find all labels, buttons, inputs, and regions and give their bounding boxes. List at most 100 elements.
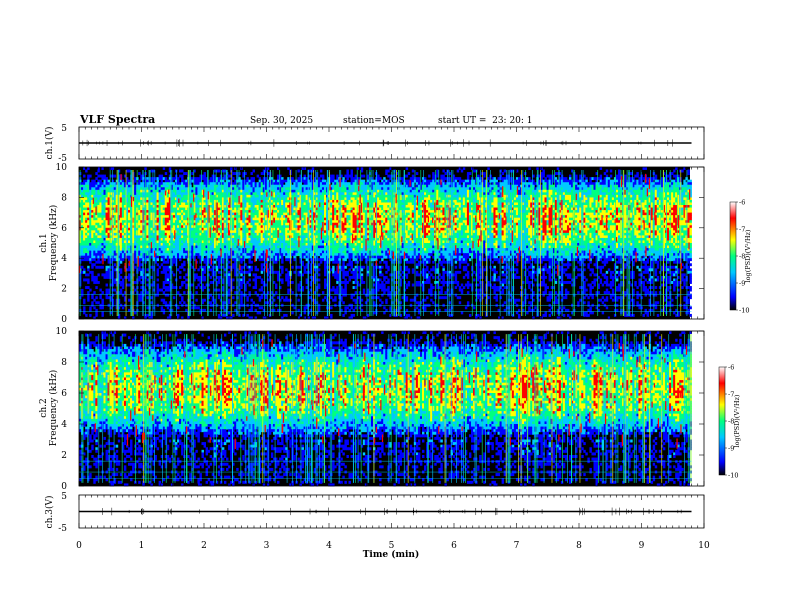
spectrogram-cell	[215, 225, 219, 229]
spectrogram-cell	[195, 250, 198, 254]
spectrogram-cell	[185, 283, 188, 287]
spectrogram-cell	[240, 182, 243, 186]
spectrogram-cell	[217, 179, 221, 183]
spectrogram-cell	[213, 260, 217, 264]
spectrogram-cell	[99, 192, 102, 196]
spectrogram-cell	[123, 240, 127, 244]
spectrogram-cell	[281, 265, 284, 269]
spectrogram-cell	[101, 227, 104, 231]
spectrogram-cell	[203, 230, 206, 234]
spectrogram-cell	[285, 296, 288, 300]
spectrogram-cell	[242, 248, 245, 251]
spectrogram-cell	[207, 215, 211, 219]
spectrogram-cell	[201, 258, 204, 262]
spectrogram-cell	[203, 207, 206, 211]
spectrogram-cell	[164, 230, 168, 234]
spectrogram-cell	[197, 205, 200, 208]
spectrogram-cell	[125, 202, 129, 206]
spectrogram-cell	[107, 240, 111, 244]
spectrogram-cell	[221, 313, 225, 317]
spectrogram-cell	[95, 281, 98, 284]
spectrogram-cell	[146, 243, 149, 246]
spectrogram-cell	[179, 174, 182, 178]
spectrogram-cell	[99, 243, 102, 246]
spectrogram-cell	[166, 225, 170, 229]
spectrogram-cell	[150, 199, 153, 203]
spectrogram-cell	[244, 225, 247, 229]
spectrogram-cell	[217, 177, 221, 181]
spectrogram-cell	[181, 210, 184, 213]
spectrogram-cell	[248, 291, 251, 295]
spectrogram-cell	[285, 313, 288, 317]
spectrogram-cell	[213, 225, 217, 229]
spectrogram-cell	[240, 202, 243, 206]
spectrogram-cell	[160, 255, 164, 259]
spectrogram-cell	[174, 179, 178, 183]
spectrogram-cell	[123, 298, 127, 302]
spectrogram-cell	[240, 248, 243, 251]
spectrogram-cell	[121, 248, 125, 251]
spectrogram-cell	[197, 177, 200, 181]
spectrogram-cell	[87, 177, 90, 181]
spectrogram-cell	[232, 250, 235, 254]
spectrogram-cell	[99, 207, 102, 211]
spectrogram-cell	[197, 187, 200, 191]
spectrogram-cell	[83, 192, 86, 196]
spectrogram-cell	[146, 258, 149, 262]
spectrogram-cell	[256, 268, 260, 272]
spectrogram-cell	[201, 227, 204, 231]
spectrogram-cell	[242, 293, 245, 297]
spectrogram-cell	[181, 235, 184, 239]
spectrogram-cell	[152, 202, 155, 206]
spectrogram-cell	[205, 202, 209, 206]
spectrogram-cell	[213, 192, 217, 196]
spectrogram-cell	[152, 281, 155, 284]
spectrogram-cell	[87, 230, 90, 234]
spectrogram-cell	[215, 217, 219, 221]
spectrogram-cell	[234, 232, 237, 236]
spectrogram-cell	[252, 212, 255, 216]
spectrogram-cell	[221, 192, 225, 196]
spectrogram-cell	[250, 184, 253, 188]
spectrogram-cell	[152, 222, 155, 226]
spectrogram-cell	[297, 169, 300, 173]
spectrogram-cell	[177, 237, 180, 241]
spectrogram-cell	[174, 192, 178, 196]
spectrogram-cell	[209, 293, 213, 297]
spectrogram-cell	[134, 311, 137, 315]
spectrogram-cell	[281, 268, 284, 272]
spectrogram-cell	[158, 240, 162, 244]
spectrogram-cell	[181, 265, 184, 269]
spectrogram-cell	[162, 227, 166, 231]
spectrogram-cell	[244, 184, 247, 188]
spectrogram-cell	[95, 237, 98, 241]
spectrogram-cell	[123, 275, 127, 279]
spectrogram-cell	[97, 227, 100, 231]
spectrogram-cell	[93, 240, 96, 244]
spectrogram-cell	[121, 293, 125, 297]
spectrogram-cell	[191, 222, 194, 226]
spectrogram-cell	[138, 293, 141, 297]
spectrogram-cell	[91, 184, 94, 188]
spectrogram-cell	[93, 281, 96, 284]
spectrogram-cell	[103, 253, 106, 257]
spectrogram-cell	[193, 199, 196, 203]
spectrogram-cell	[138, 197, 141, 201]
spectrogram-cell	[242, 281, 245, 284]
spectrogram-cell	[83, 278, 86, 282]
spectrogram-cell	[83, 197, 86, 201]
spectrogram-cell	[146, 255, 149, 259]
spectrogram-cell	[138, 253, 141, 257]
spectrogram-cell	[201, 202, 204, 206]
spectrogram-cell	[275, 283, 278, 287]
spectrogram-cell	[99, 210, 102, 213]
spectrogram-cell	[93, 316, 96, 320]
spectrogram-cell	[174, 189, 178, 193]
spectrogram-cell	[87, 199, 90, 203]
spectrogram-cell	[244, 217, 247, 221]
spectrogram-cell	[87, 215, 90, 219]
spectrogram-cell	[150, 187, 153, 191]
spectrogram-cell	[158, 253, 162, 257]
spectrogram-cell	[183, 301, 186, 305]
spectrogram-cell	[181, 230, 184, 234]
